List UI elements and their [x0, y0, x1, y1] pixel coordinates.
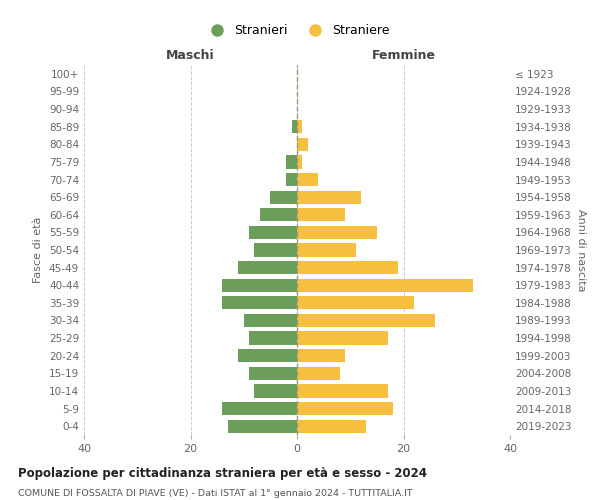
- Bar: [297, 244, 356, 256]
- Bar: [244, 314, 297, 327]
- Text: COMUNE DI FOSSALTA DI PIAVE (VE) - Dati ISTAT al 1° gennaio 2024 - TUTTITALIA.IT: COMUNE DI FOSSALTA DI PIAVE (VE) - Dati …: [18, 489, 413, 498]
- Y-axis label: Anni di nascita: Anni di nascita: [575, 209, 586, 291]
- Bar: [249, 226, 297, 239]
- Bar: [286, 156, 297, 168]
- Bar: [297, 261, 398, 274]
- Bar: [297, 190, 361, 204]
- Bar: [223, 278, 297, 292]
- Bar: [286, 173, 297, 186]
- Legend: Stranieri, Straniere: Stranieri, Straniere: [199, 20, 395, 42]
- Bar: [238, 261, 297, 274]
- Bar: [260, 208, 297, 222]
- Bar: [223, 296, 297, 310]
- Bar: [254, 384, 297, 398]
- Bar: [249, 366, 297, 380]
- Bar: [271, 190, 297, 204]
- Bar: [297, 138, 308, 151]
- Bar: [297, 332, 388, 344]
- Bar: [297, 173, 319, 186]
- Bar: [228, 420, 297, 433]
- Bar: [297, 349, 345, 362]
- Bar: [297, 208, 345, 222]
- Bar: [297, 384, 388, 398]
- Bar: [297, 226, 377, 239]
- Bar: [297, 296, 414, 310]
- Bar: [297, 120, 302, 134]
- Bar: [292, 120, 297, 134]
- Bar: [254, 244, 297, 256]
- Text: Maschi: Maschi: [166, 50, 215, 62]
- Bar: [297, 366, 340, 380]
- Bar: [238, 349, 297, 362]
- Bar: [297, 402, 393, 415]
- Bar: [297, 278, 473, 292]
- Bar: [297, 156, 302, 168]
- Bar: [249, 332, 297, 344]
- Text: Femmine: Femmine: [371, 50, 436, 62]
- Text: Popolazione per cittadinanza straniera per età e sesso - 2024: Popolazione per cittadinanza straniera p…: [18, 468, 427, 480]
- Bar: [297, 420, 366, 433]
- Bar: [223, 402, 297, 415]
- Bar: [297, 314, 436, 327]
- Y-axis label: Fasce di età: Fasce di età: [34, 217, 43, 283]
